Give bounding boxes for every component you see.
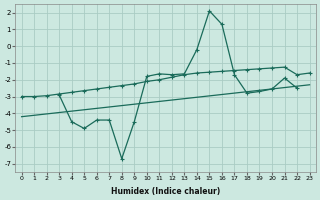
- X-axis label: Humidex (Indice chaleur): Humidex (Indice chaleur): [111, 187, 220, 196]
